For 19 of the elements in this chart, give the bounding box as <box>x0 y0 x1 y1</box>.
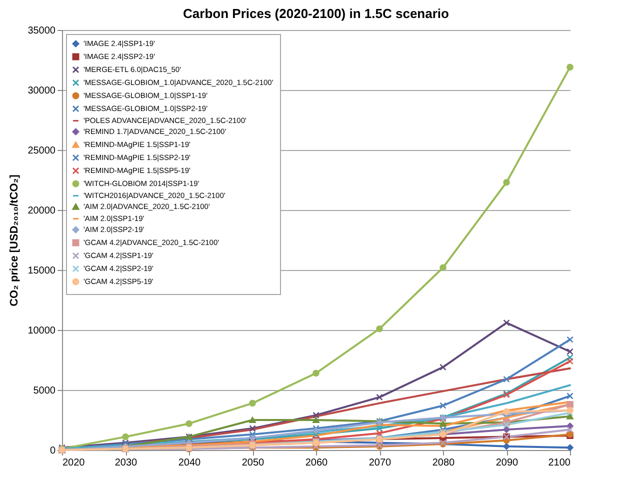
x-tick-label: 2080 <box>432 458 456 468</box>
y-tick-label: 0 <box>50 446 56 456</box>
x-tick-label: 2060 <box>305 458 328 468</box>
x-tick-label: 2090 <box>496 458 519 468</box>
y-tick-label: 25000 <box>28 146 56 156</box>
y-axis-title: CO₂ price [USD₂₀₁₀/tCO₂] <box>8 174 21 306</box>
x-tick-label: 2050 <box>242 458 265 468</box>
x-tick-label: 2070 <box>368 458 392 468</box>
y-tick-label: 5000 <box>33 386 56 396</box>
chart-title: Carbon Prices (2020-2100) in 1.5C scenario <box>183 6 450 21</box>
x-tick-label: 2100 <box>548 458 571 468</box>
y-tick-label: 30000 <box>28 86 56 96</box>
y-tick-label: 10000 <box>28 326 56 336</box>
y-tick-label: 15000 <box>28 266 56 276</box>
y-tick-label: 20000 <box>28 206 56 216</box>
x-tick-label: 2030 <box>114 458 138 468</box>
x-tick-label: 2020 <box>62 458 86 468</box>
y-tick-label: 35000 <box>28 26 56 36</box>
x-tick-label: 2040 <box>178 458 202 468</box>
